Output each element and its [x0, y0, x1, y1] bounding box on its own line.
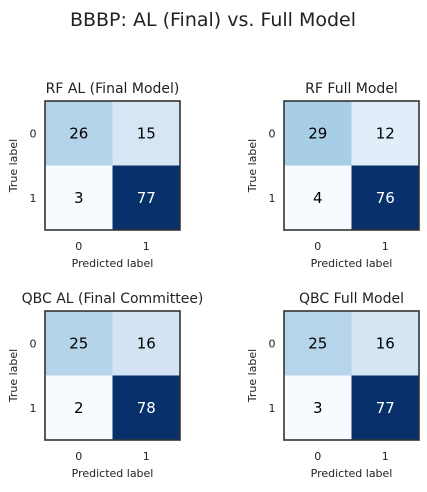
x-axis-label: Predicted label [72, 467, 154, 480]
confusion-matrix-2: 29 12 4 76 RF Full Model 0 1 0 1 Predicted label T… [246, 81, 420, 270]
cell-value: 16 [137, 334, 156, 352]
x-tick-label: 1 [143, 450, 150, 463]
cell-value: 12 [376, 124, 395, 142]
x-axis-label: Predicted label [311, 467, 393, 480]
heatmap-cell [45, 165, 113, 230]
heatmap-cell [112, 165, 180, 230]
plot-frame [283, 100, 420, 231]
heatmap-cell [351, 311, 419, 376]
cell-value: 78 [137, 399, 156, 417]
plot-frame [44, 310, 181, 441]
plot-frame [44, 100, 181, 231]
y-axis-label: True label [7, 349, 20, 403]
panel-title: RF Full Model [305, 81, 398, 97]
heatmap-cell [284, 311, 352, 376]
x-axis-label: Predicted label [311, 257, 393, 270]
heatmap-cell [351, 101, 419, 166]
cell-value: 3 [313, 399, 323, 417]
x-tick-label: 1 [143, 240, 150, 253]
x-tick-label: 0 [75, 240, 82, 253]
plot-frame [283, 310, 420, 441]
y-tick-label: 0 [30, 337, 37, 350]
cell-value: 2 [74, 399, 84, 417]
x-tick-label: 1 [382, 240, 389, 253]
x-tick-label: 0 [314, 240, 321, 253]
heatmap-cell [284, 165, 352, 230]
x-tick-label: 1 [382, 450, 389, 463]
cell-value: 77 [376, 399, 395, 417]
y-tick-label: 0 [30, 127, 37, 140]
cell-value: 77 [137, 189, 156, 207]
heatmap-cell [112, 101, 180, 166]
y-tick-label: 1 [30, 192, 37, 205]
heatmap-cell [45, 375, 113, 440]
cell-value: 4 [313, 189, 323, 207]
y-axis-label: True label [7, 139, 20, 193]
cell-value: 76 [376, 189, 395, 207]
panel-title: QBC Full Model [299, 291, 404, 307]
cell-value: 25 [69, 334, 88, 352]
x-axis-label: Predicted label [72, 257, 154, 270]
x-tick-label: 0 [75, 450, 82, 463]
confusion-matrix-1: 26 15 3 77 RF AL (Final Model) 0 1 0 1 Predicted … [7, 81, 181, 270]
cell-value: 26 [69, 124, 88, 142]
confusion-matrix-4: 25 16 3 77 QBC Full Model 0 1 0 1 Predicted label… [246, 291, 420, 480]
cell-value: 16 [376, 334, 395, 352]
y-axis-label: True label [246, 139, 259, 193]
cell-value: 15 [137, 124, 156, 142]
figure-title: BBBP: AL (Final) vs. Full Model [70, 9, 356, 31]
heatmap-cell [284, 101, 352, 166]
cell-value: 25 [308, 334, 327, 352]
cell-value: 29 [308, 124, 327, 142]
heatmap-cell [45, 311, 113, 376]
panel-title: QBC AL (Final Committee) [22, 291, 204, 307]
heatmap-cell [45, 101, 113, 166]
y-axis-label: True label [246, 349, 259, 403]
x-tick-label: 0 [314, 450, 321, 463]
heatmap-cell [351, 375, 419, 440]
y-tick-label: 0 [269, 127, 276, 140]
cell-value: 3 [74, 189, 84, 207]
panel-title: RF AL (Final Model) [46, 81, 180, 97]
heatmap-cell [284, 375, 352, 440]
y-tick-label: 0 [269, 337, 276, 350]
heatmap-cell [112, 375, 180, 440]
confusion-matrix-panels: 26 15 3 77 RF AL (Final Model) 0 1 0 1 Predicted … [7, 81, 420, 480]
y-tick-label: 1 [269, 402, 276, 415]
confusion-matrix-3: 25 16 2 78 QBC AL (Final Committee) 0 1 0 1 Predi… [7, 291, 203, 480]
y-tick-label: 1 [30, 402, 37, 415]
heatmap-cell [112, 311, 180, 376]
y-tick-label: 1 [269, 192, 276, 205]
heatmap-cell [351, 165, 419, 230]
